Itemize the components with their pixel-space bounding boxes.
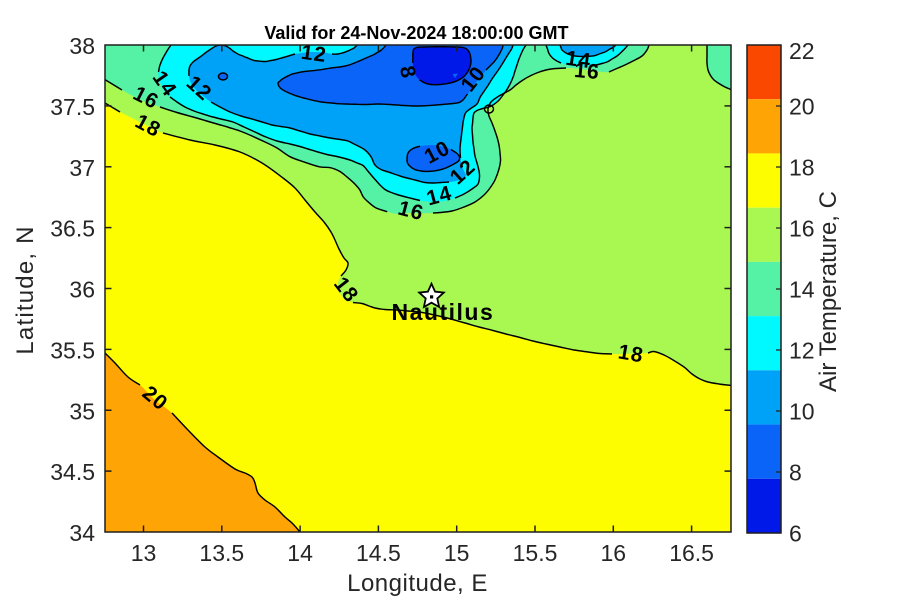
svg-text:38: 38: [69, 33, 95, 59]
svg-text:37: 37: [69, 155, 95, 181]
svg-text:6: 6: [789, 521, 802, 547]
svg-text:20: 20: [789, 94, 815, 120]
svg-text:16: 16: [601, 540, 627, 566]
svg-text:16: 16: [573, 59, 601, 84]
svg-text:34: 34: [69, 520, 95, 546]
svg-text:Valid for 24-Nov-2024 18:00:00: Valid for 24-Nov-2024 18:00:00 GMT: [264, 23, 568, 43]
svg-text:13.5: 13.5: [199, 540, 244, 566]
svg-text:Nautilus: Nautilus: [392, 299, 495, 325]
svg-text:14: 14: [564, 47, 593, 73]
svg-text:Air Temperature, C: Air Temperature, C: [815, 191, 842, 392]
svg-text:36.5: 36.5: [50, 216, 95, 242]
svg-text:8: 8: [395, 64, 420, 81]
svg-text:35: 35: [69, 398, 95, 424]
svg-text:15.5: 15.5: [513, 540, 558, 566]
svg-text:37.5: 37.5: [50, 94, 95, 120]
svg-text:35.5: 35.5: [50, 337, 95, 363]
svg-text:14: 14: [287, 540, 313, 566]
svg-text:34.5: 34.5: [50, 459, 95, 485]
svg-text:18: 18: [789, 155, 815, 181]
svg-text:14: 14: [789, 277, 815, 303]
svg-text:36: 36: [69, 277, 95, 303]
svg-text:8: 8: [789, 460, 802, 486]
svg-text:16: 16: [789, 216, 815, 242]
svg-text:10: 10: [789, 399, 815, 425]
svg-text:18: 18: [616, 340, 645, 367]
svg-text:16.5: 16.5: [669, 540, 714, 566]
svg-text:Longitude, E: Longitude, E: [347, 570, 488, 597]
svg-text:12: 12: [789, 338, 815, 364]
svg-text:14.5: 14.5: [356, 540, 401, 566]
svg-text:15: 15: [444, 540, 470, 566]
svg-text:22: 22: [789, 38, 815, 64]
svg-text:Latitude, N: Latitude, N: [12, 225, 39, 354]
svg-text:13: 13: [131, 540, 157, 566]
